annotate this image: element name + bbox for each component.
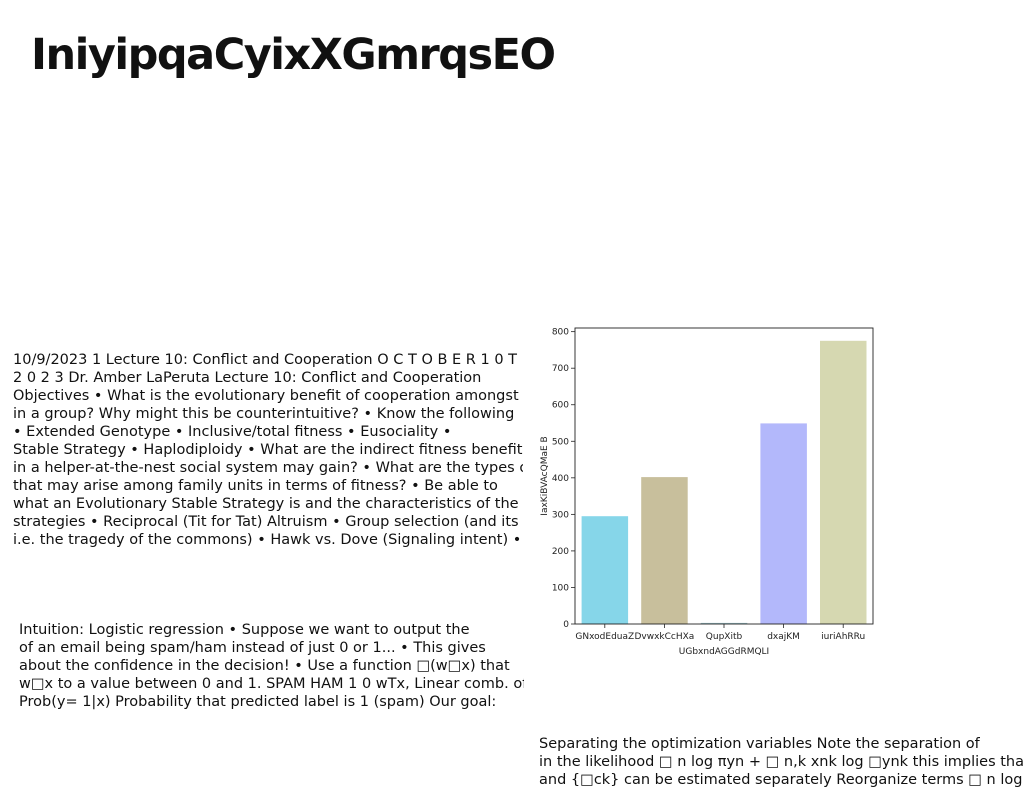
page-title: IniyipqaCyixXGmrqsEO: [31, 30, 555, 80]
bar: [820, 341, 867, 624]
optimization-text-block: Separating the optimization variables No…: [539, 735, 1024, 789]
y-axis-label: IaxKiBVAcQMaE B: [540, 436, 550, 515]
x-tick-label: QupXitb: [706, 632, 743, 642]
bar-chart-svg: GNxodEduaZ DvwxkCcHXa QupXitb dxajKM iuriAhR…: [535, 320, 880, 660]
y-tick-label: 800: [552, 328, 569, 338]
y-tick-label: 0: [563, 620, 569, 630]
x-tick-label: iuriAhRRu: [821, 632, 865, 642]
logistic-regression-text-block: Intuition: Logistic regression • Suppose…: [19, 621, 524, 711]
y-tick-label: 600: [552, 401, 569, 411]
x-axis-label: UGbxndAGGdRMQLI: [679, 647, 769, 657]
y-tick-label: 700: [552, 364, 569, 374]
bar-chart: GNxodEduaZ DvwxkCcHXa QupXitb dxajKM iuriAhR…: [535, 320, 880, 660]
x-tick-label: DvwxkCcHXa: [634, 632, 694, 642]
bar: [760, 423, 807, 624]
x-tick-label: GNxodEduaZ: [575, 632, 634, 642]
lecture-text-block: 10/9/2023 1 Lecture 10: Conflict and Coo…: [13, 351, 523, 549]
x-tick-label: dxajKM: [767, 632, 800, 642]
y-tick-label: 500: [552, 437, 569, 447]
bar: [582, 516, 629, 624]
y-tick-label: 100: [552, 583, 569, 593]
bar: [641, 477, 688, 624]
y-tick-label: 300: [552, 510, 569, 520]
y-tick-label: 200: [552, 547, 569, 557]
y-tick-label: 400: [552, 474, 569, 484]
